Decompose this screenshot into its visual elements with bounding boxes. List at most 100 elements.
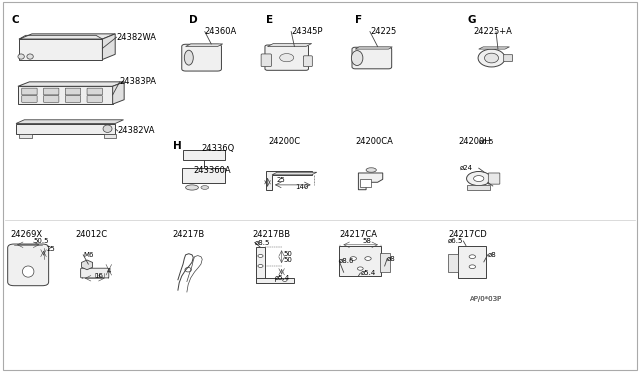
Text: ø5.4: ø5.4 [360, 270, 376, 276]
FancyBboxPatch shape [3, 2, 637, 370]
Text: E: E [266, 15, 273, 25]
Polygon shape [18, 82, 124, 86]
Text: 58: 58 [362, 238, 371, 244]
Polygon shape [81, 260, 93, 270]
Text: 24200H: 24200H [458, 137, 491, 146]
Text: 24217CA: 24217CA [339, 230, 377, 239]
Text: D: D [189, 15, 197, 25]
Text: ø8.6: ø8.6 [339, 258, 355, 264]
Polygon shape [186, 44, 223, 46]
Text: 140: 140 [296, 184, 308, 190]
Ellipse shape [258, 264, 263, 267]
Text: C: C [12, 15, 19, 25]
FancyBboxPatch shape [256, 247, 265, 283]
Ellipse shape [469, 255, 476, 259]
Polygon shape [268, 44, 312, 46]
Text: AP/0*03P: AP/0*03P [470, 296, 502, 302]
Text: 4: 4 [107, 268, 111, 274]
Polygon shape [272, 172, 317, 175]
Ellipse shape [366, 168, 376, 172]
FancyBboxPatch shape [65, 96, 81, 102]
Text: 25: 25 [46, 246, 55, 252]
Text: 50: 50 [284, 257, 292, 263]
Polygon shape [479, 47, 509, 49]
Ellipse shape [18, 54, 24, 59]
Text: 25: 25 [276, 177, 285, 183]
Ellipse shape [467, 171, 491, 186]
Text: 24200CA: 24200CA [355, 137, 393, 146]
FancyBboxPatch shape [380, 253, 390, 272]
FancyBboxPatch shape [22, 88, 37, 95]
Text: 24382WA: 24382WA [116, 33, 156, 42]
FancyBboxPatch shape [504, 55, 513, 61]
Text: 24217B: 24217B [173, 230, 205, 239]
Text: M6: M6 [83, 252, 93, 258]
Polygon shape [19, 39, 102, 60]
Polygon shape [19, 34, 115, 39]
Text: ø6.5: ø6.5 [448, 238, 463, 244]
Polygon shape [113, 82, 124, 104]
FancyBboxPatch shape [360, 179, 371, 187]
FancyBboxPatch shape [182, 44, 221, 71]
Text: G: G [467, 15, 476, 25]
Text: ø8: ø8 [488, 252, 497, 258]
Text: 24225: 24225 [370, 27, 396, 36]
FancyBboxPatch shape [352, 47, 392, 69]
FancyBboxPatch shape [19, 134, 32, 138]
Text: ø5.4: ø5.4 [275, 275, 291, 281]
Ellipse shape [351, 51, 363, 65]
Text: ø8.5: ø8.5 [255, 240, 270, 246]
Ellipse shape [350, 257, 356, 260]
Text: 24012C: 24012C [76, 230, 108, 239]
Text: ø8: ø8 [387, 256, 396, 262]
Text: 24269X: 24269X [10, 230, 42, 239]
FancyBboxPatch shape [87, 96, 102, 102]
Text: F: F [355, 15, 362, 25]
Text: 16: 16 [94, 273, 103, 279]
Ellipse shape [484, 53, 499, 63]
Ellipse shape [357, 267, 363, 270]
Ellipse shape [283, 279, 287, 282]
Ellipse shape [27, 54, 33, 59]
FancyBboxPatch shape [183, 150, 225, 160]
FancyBboxPatch shape [467, 185, 490, 190]
FancyBboxPatch shape [16, 124, 115, 134]
Text: 24225+A: 24225+A [474, 27, 513, 36]
Text: 243360A: 243360A [193, 166, 231, 174]
FancyBboxPatch shape [303, 56, 312, 67]
Ellipse shape [280, 54, 294, 62]
FancyBboxPatch shape [87, 88, 102, 95]
FancyBboxPatch shape [8, 244, 49, 286]
Text: AP/0*03P: AP/0*03P [470, 296, 502, 302]
Text: 50.5: 50.5 [34, 238, 49, 244]
FancyBboxPatch shape [256, 278, 294, 283]
Text: 24217BB: 24217BB [253, 230, 291, 239]
Text: 24383PA: 24383PA [120, 77, 157, 86]
FancyBboxPatch shape [261, 54, 271, 67]
Polygon shape [16, 120, 124, 124]
FancyBboxPatch shape [265, 45, 308, 70]
Text: 24382VA: 24382VA [118, 126, 156, 135]
Text: 24360A: 24360A [205, 27, 237, 36]
Text: 24200C: 24200C [269, 137, 301, 146]
FancyBboxPatch shape [182, 168, 225, 183]
FancyBboxPatch shape [65, 88, 81, 95]
FancyBboxPatch shape [458, 246, 486, 278]
FancyBboxPatch shape [81, 268, 109, 278]
FancyBboxPatch shape [22, 96, 37, 102]
Ellipse shape [365, 257, 371, 260]
Text: ø24: ø24 [460, 165, 472, 171]
Ellipse shape [469, 265, 476, 269]
Ellipse shape [478, 49, 505, 67]
Text: ø6.5: ø6.5 [479, 139, 494, 145]
Text: H: H [173, 141, 182, 151]
Text: 24336Q: 24336Q [201, 144, 234, 153]
Polygon shape [102, 34, 115, 60]
FancyBboxPatch shape [104, 134, 116, 138]
Ellipse shape [184, 50, 193, 65]
Polygon shape [358, 173, 383, 190]
FancyBboxPatch shape [488, 173, 500, 184]
Polygon shape [355, 47, 392, 49]
FancyBboxPatch shape [44, 96, 59, 102]
Polygon shape [266, 171, 312, 190]
